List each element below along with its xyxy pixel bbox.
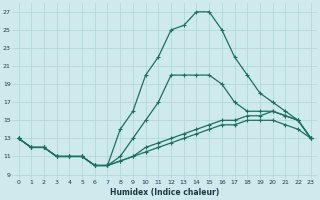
X-axis label: Humidex (Indice chaleur): Humidex (Indice chaleur) bbox=[110, 188, 219, 197]
